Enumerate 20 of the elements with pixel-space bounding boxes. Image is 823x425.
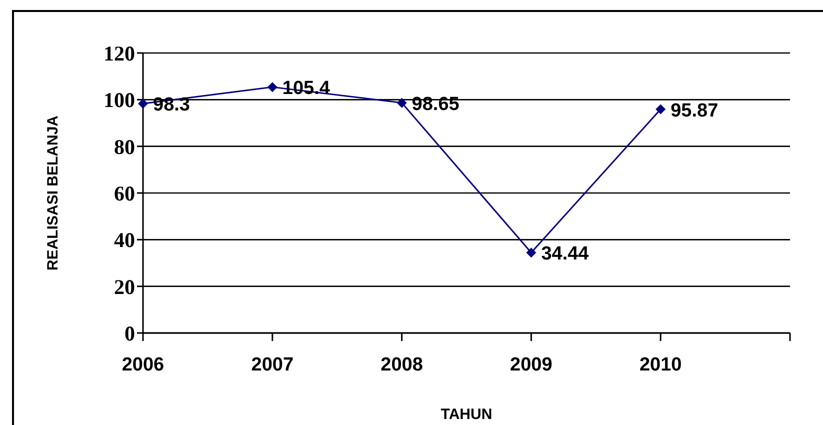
y-tick-label: 100 [104, 88, 135, 112]
x-axis-title: TAHUN [440, 406, 492, 423]
data-label: 34.44 [541, 244, 590, 265]
point [396, 98, 407, 108]
y-tick-label: 20 [114, 274, 135, 299]
x-tick-label: 2008 [380, 354, 423, 376]
y-tick-label: 60 [114, 181, 135, 206]
point [267, 82, 278, 92]
y-tick-label: 40 [114, 228, 135, 252]
x-tick-label: 2007 [251, 354, 294, 376]
x-tick-label: 2010 [639, 354, 682, 376]
point [656, 104, 666, 114]
x-tick-label: 2006 [122, 354, 164, 376]
y-axis-title: REALISASI BELANJA [44, 115, 62, 271]
y-tick-label: 0 [124, 321, 135, 346]
y-tick-label: 80 [114, 134, 135, 159]
point [526, 248, 536, 258]
data-label: 95.87 [670, 100, 718, 122]
x-tick-label: 2009 [510, 354, 552, 376]
y-tick-label: 120 [104, 41, 135, 66]
